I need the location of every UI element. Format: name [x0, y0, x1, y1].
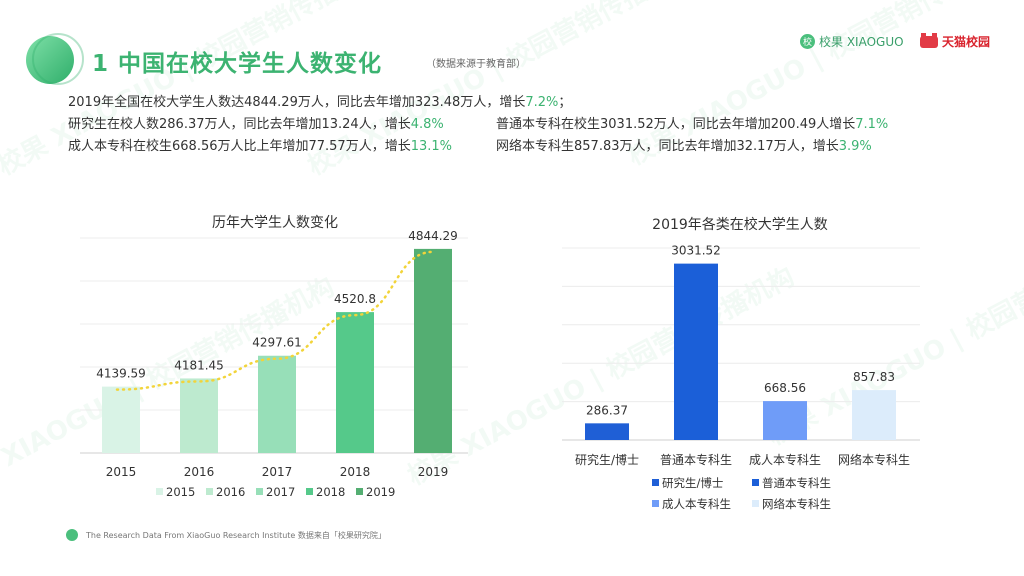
- legend-label: 研究生/博士: [662, 476, 723, 490]
- legend-label: 普通本专科生: [762, 476, 831, 490]
- legend-swatch: [256, 488, 263, 495]
- data-label: 286.37: [586, 403, 628, 417]
- highlight-pct: 13.1%: [410, 139, 453, 154]
- footer-dot-icon: [66, 529, 78, 541]
- footer: The Research Data From XiaoGuo Research …: [66, 529, 386, 541]
- legend-swatch: [206, 488, 213, 495]
- data-label: 4181.45: [174, 358, 224, 372]
- data-label: 3031.52: [671, 244, 721, 258]
- data-label: 668.56: [764, 381, 806, 395]
- legend-swatch: [752, 479, 759, 486]
- data-label: 4139.59: [96, 367, 146, 381]
- x-tick-label: 2018: [340, 465, 371, 479]
- summary-text: 2019年全国在校大学生人数达4844.29万人，同比去年增加323.48万人，…: [68, 92, 888, 158]
- legend-swatch: [356, 488, 363, 495]
- tmall-cat-icon: [920, 32, 938, 48]
- legend-label: 成人本专科生: [662, 497, 731, 511]
- brand-tmall-label: 天猫校园: [942, 35, 991, 49]
- legend-label: 网络本专科生: [762, 497, 831, 511]
- x-tick-label: 2016: [184, 465, 215, 479]
- chart-title: 2019年各类在校大学生人数: [652, 216, 828, 233]
- summary-line-3-right: 网络本专科生857.83万人，同比去年增加32.17万人，增长3.9%: [496, 139, 872, 154]
- legend-swatch: [306, 488, 313, 495]
- brand-xiaoguo: 校 校果 XIAOGUO: [800, 33, 904, 50]
- bar: [180, 378, 218, 453]
- data-label: 4520.8: [334, 292, 376, 306]
- legend-label: 2019: [366, 485, 395, 499]
- legend-label: 2015: [166, 485, 195, 499]
- legend-swatch: [752, 500, 759, 507]
- summary-line-3: 成人本专科在校生668.56万人比上年增加77.57万人，增长13.1% 网络本…: [68, 136, 872, 158]
- legend-swatch: [652, 479, 659, 486]
- bar: [585, 423, 629, 440]
- x-tick-label: 研究生/博士: [575, 452, 639, 467]
- xiaoguo-logo-icon: 校: [800, 34, 815, 49]
- highlight-pct: 7.1%: [855, 117, 889, 132]
- data-source-note: （数据来源于教育部）: [426, 59, 526, 70]
- brand-tmall: 天猫校园: [920, 32, 991, 50]
- x-tick-label: 2017: [262, 465, 293, 479]
- x-tick-label: 成人本专科生: [749, 452, 821, 467]
- highlight-pct: 4.8%: [410, 117, 444, 132]
- bar: [102, 386, 140, 453]
- bar: [336, 312, 374, 453]
- highlight-pct: 7.2%: [525, 95, 559, 110]
- summary-line-2-right: 普通本专科在校生3031.52万人，同比去年增加200.49人增长7.1%: [496, 117, 889, 132]
- page-title: 1 中国在校大学生人数变化: [92, 51, 383, 77]
- summary-line-1: 2019年全国在校大学生人数达4844.29万人，同比去年增加323.48万人，…: [68, 95, 572, 110]
- chart-title: 历年大学生人数变化: [212, 215, 338, 231]
- bar: [258, 355, 296, 453]
- data-label: 4844.29: [408, 229, 458, 243]
- summary-line-2: 研究生在校人数286.37万人，同比去年增加13.24人，增长4.8% 普通本专…: [68, 114, 888, 136]
- x-tick-label: 2019: [418, 465, 449, 479]
- legend-label: 2018: [316, 485, 345, 499]
- data-label: 4297.61: [252, 336, 302, 350]
- x-tick-label: 普通本专科生: [660, 452, 732, 467]
- trendline: [115, 250, 435, 391]
- legend-swatch: [156, 488, 163, 495]
- title-decoration-circle: [26, 33, 84, 85]
- x-tick-label: 2015: [106, 465, 137, 479]
- data-label: 857.83: [853, 370, 895, 384]
- x-tick-label: 网络本专科生: [838, 452, 910, 467]
- legend-swatch: [652, 500, 659, 507]
- bar: [674, 263, 718, 440]
- highlight-pct: 3.9%: [838, 139, 872, 154]
- footer-text: The Research Data From XiaoGuo Research …: [86, 530, 386, 540]
- bar: [852, 390, 896, 440]
- bar: [763, 401, 807, 440]
- bar: [414, 248, 452, 453]
- legend-label: 2017: [266, 485, 295, 499]
- brand-xiaoguo-label: 校果 XIAOGUO: [819, 35, 904, 49]
- legend-label: 2016: [216, 485, 245, 499]
